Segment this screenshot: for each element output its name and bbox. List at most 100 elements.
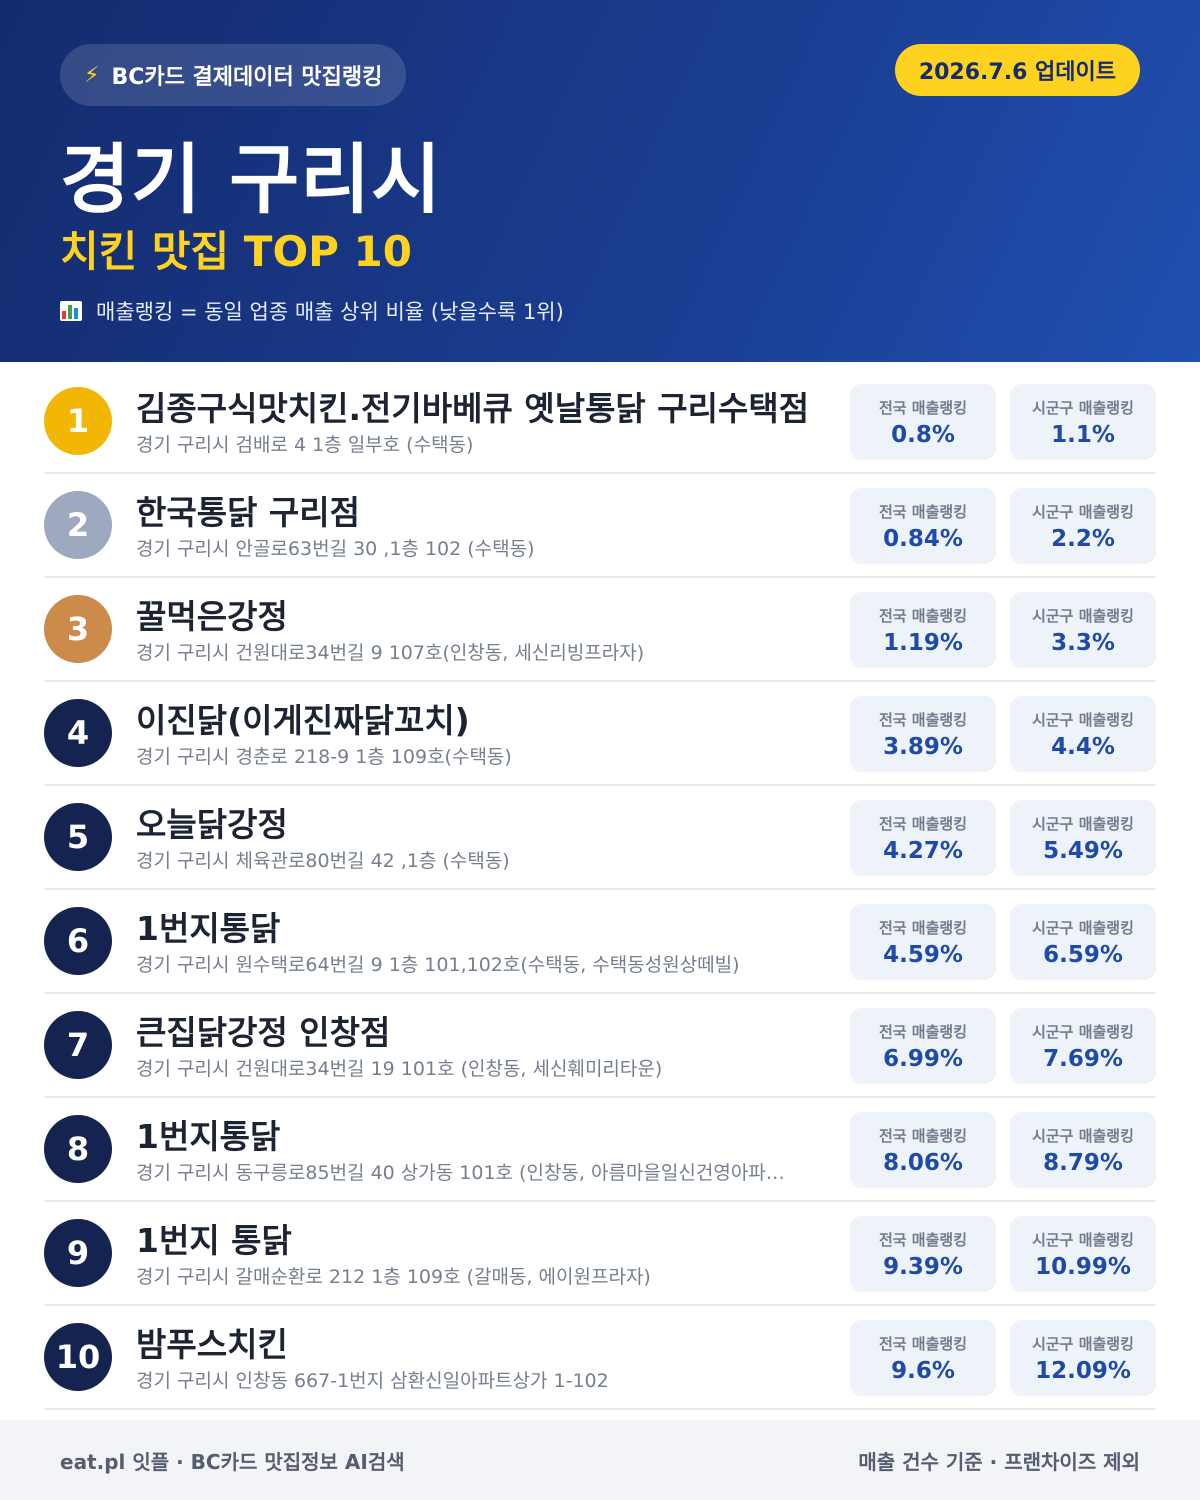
rank-badge: 4 — [44, 699, 112, 767]
regional-ranking-label: 시군구 매출랭킹 — [1032, 397, 1134, 418]
list-item[interactable]: 2 한국통닭 구리점 경기 구리시 안골로63번길 30 ,1층 102 (수택동)… — [44, 474, 1156, 578]
restaurant-address: 경기 구리시 건원대로34번길 9 107호(인창동, 세신리빙프라자) — [136, 638, 826, 665]
list-item[interactable]: 10 밤푸스치킨 경기 구리시 인창동 667-1번지 삼환신일아파트상가 1-10… — [44, 1306, 1156, 1410]
restaurant-name: 1번지 통닭 — [136, 1214, 836, 1262]
list-item[interactable]: 4 이진닭(이게진짜닭꼬치) 경기 구리시 경춘로 218-9 1층 109호(수택… — [44, 682, 1156, 786]
rank-badge: 1 — [44, 387, 112, 455]
update-date-badge: 2026.7.6 업데이트 — [895, 44, 1140, 96]
restaurant-name: 이진닭(이게진짜닭꼬치) — [136, 694, 836, 742]
regional-ranking-value: 2.2% — [1051, 526, 1115, 552]
rank-badge: 6 — [44, 907, 112, 975]
national-ranking-label: 전국 매출랭킹 — [879, 501, 967, 522]
national-ranking-box: 전국 매출랭킹 9.6% — [850, 1320, 996, 1396]
regional-ranking-value: 10.99% — [1035, 1254, 1131, 1280]
national-ranking-box: 전국 매출랭킹 0.84% — [850, 488, 996, 564]
restaurant-address: 경기 구리시 안골로63번길 30 ,1층 102 (수택동) — [136, 534, 826, 561]
national-ranking-value: 1.19% — [883, 630, 963, 656]
regional-ranking-value: 5.49% — [1043, 838, 1123, 864]
national-ranking-value: 9.39% — [883, 1254, 963, 1280]
restaurant-name: 한국통닭 구리점 — [136, 486, 836, 534]
national-ranking-label: 전국 매출랭킹 — [879, 1125, 967, 1146]
national-ranking-value: 0.8% — [891, 422, 955, 448]
national-ranking-value: 4.59% — [883, 942, 963, 968]
national-ranking-label: 전국 매출랭킹 — [879, 709, 967, 730]
restaurant-address: 경기 구리시 인창동 667-1번지 삼환신일아파트상가 1-102 — [136, 1366, 826, 1393]
regional-ranking-label: 시군구 매출랭킹 — [1032, 709, 1134, 730]
rank-badge: 8 — [44, 1115, 112, 1183]
chart-icon — [60, 301, 82, 321]
page-subtitle: 치킨 맛집 TOP 10 — [60, 218, 412, 279]
national-ranking-label: 전국 매출랭킹 — [879, 397, 967, 418]
regional-ranking-value: 6.59% — [1043, 942, 1123, 968]
rank-badge: 3 — [44, 595, 112, 663]
national-ranking-box: 전국 매출랭킹 4.59% — [850, 904, 996, 980]
regional-ranking-label: 시군구 매출랭킹 — [1032, 1021, 1134, 1042]
national-ranking-value: 0.84% — [883, 526, 963, 552]
regional-ranking-value: 12.09% — [1035, 1358, 1131, 1384]
national-ranking-box: 전국 매출랭킹 1.19% — [850, 592, 996, 668]
footer-source: eat.pl 잇플 · BC카드 맛집정보 AI검색 — [60, 1446, 405, 1475]
rank-badge: 10 — [44, 1323, 112, 1391]
list-item[interactable]: 1 김종구식맛치킨.전기바베큐 옛날통닭 구리수택점 경기 구리시 검배로 4 1층… — [44, 370, 1156, 474]
lightning-icon: ⚡ — [84, 63, 99, 88]
national-ranking-box: 전국 매출랭킹 9.39% — [850, 1216, 996, 1292]
restaurant-name: 1번지통닭 — [136, 902, 836, 950]
national-ranking-label: 전국 매출랭킹 — [879, 605, 967, 626]
footer: eat.pl 잇플 · BC카드 맛집정보 AI검색 매출 건수 기준 · 프랜… — [0, 1420, 1200, 1500]
regional-ranking-box: 시군구 매출랭킹 2.2% — [1010, 488, 1156, 564]
ranking-note: 매출랭킹 = 동일 업종 매출 상위 비율 (낮을수록 1위) — [60, 296, 564, 326]
regional-ranking-label: 시군구 매출랭킹 — [1032, 501, 1134, 522]
restaurant-address: 경기 구리시 건원대로34번길 19 101호 (인창동, 세신훼미리타운) — [136, 1054, 826, 1081]
restaurant-name: 오늘닭강정 — [136, 798, 836, 846]
regional-ranking-box: 시군구 매출랭킹 8.79% — [1010, 1112, 1156, 1188]
footer-criteria: 매출 건수 기준 · 프랜차이즈 제외 — [858, 1446, 1140, 1475]
source-badge: ⚡ BC카드 결제데이터 맛집랭킹 — [60, 44, 406, 106]
regional-ranking-box: 시군구 매출랭킹 4.4% — [1010, 696, 1156, 772]
page-title: 경기 구리시 — [60, 118, 442, 228]
list-item[interactable]: 7 큰집닭강정 인창점 경기 구리시 건원대로34번길 19 101호 (인창동, … — [44, 994, 1156, 1098]
restaurant-address: 경기 구리시 원수택로64번길 9 1층 101,102호(수택동, 수택동성원… — [136, 950, 826, 977]
regional-ranking-label: 시군구 매출랭킹 — [1032, 813, 1134, 834]
regional-ranking-box: 시군구 매출랭킹 3.3% — [1010, 592, 1156, 668]
national-ranking-box: 전국 매출랭킹 0.8% — [850, 384, 996, 460]
list-item[interactable]: 3 꿀먹은강정 경기 구리시 건원대로34번길 9 107호(인창동, 세신리빙프라… — [44, 578, 1156, 682]
restaurant-name: 김종구식맛치킨.전기바베큐 옛날통닭 구리수택점 — [136, 382, 836, 430]
restaurant-address: 경기 구리시 동구릉로85번길 40 상가동 101호 (인창동, 아름마을일신… — [136, 1158, 826, 1185]
regional-ranking-value: 7.69% — [1043, 1046, 1123, 1072]
national-ranking-label: 전국 매출랭킹 — [879, 813, 967, 834]
regional-ranking-box: 시군구 매출랭킹 6.59% — [1010, 904, 1156, 980]
restaurant-name: 1번지통닭 — [136, 1110, 836, 1158]
list-item[interactable]: 6 1번지통닭 경기 구리시 원수택로64번길 9 1층 101,102호(수택동,… — [44, 890, 1156, 994]
regional-ranking-box: 시군구 매출랭킹 12.09% — [1010, 1320, 1156, 1396]
regional-ranking-label: 시군구 매출랭킹 — [1032, 917, 1134, 938]
national-ranking-label: 전국 매출랭킹 — [879, 1021, 967, 1042]
national-ranking-value: 9.6% — [891, 1358, 955, 1384]
national-ranking-value: 4.27% — [883, 838, 963, 864]
regional-ranking-label: 시군구 매출랭킹 — [1032, 605, 1134, 626]
regional-ranking-value: 8.79% — [1043, 1150, 1123, 1176]
rank-badge: 9 — [44, 1219, 112, 1287]
restaurant-address: 경기 구리시 체육관로80번길 42 ,1층 (수택동) — [136, 846, 826, 873]
national-ranking-value: 3.89% — [883, 734, 963, 760]
rank-badge: 5 — [44, 803, 112, 871]
restaurant-name: 큰집닭강정 인창점 — [136, 1006, 836, 1054]
list-item[interactable]: 5 오늘닭강정 경기 구리시 체육관로80번길 42 ,1층 (수택동) 전국 매출랭… — [44, 786, 1156, 890]
regional-ranking-value: 1.1% — [1051, 422, 1115, 448]
national-ranking-label: 전국 매출랭킹 — [879, 1229, 967, 1250]
restaurant-address: 경기 구리시 검배로 4 1층 일부호 (수택동) — [136, 430, 826, 457]
regional-ranking-label: 시군구 매출랭킹 — [1032, 1229, 1134, 1250]
regional-ranking-box: 시군구 매출랭킹 7.69% — [1010, 1008, 1156, 1084]
list-item[interactable]: 8 1번지통닭 경기 구리시 동구릉로85번길 40 상가동 101호 (인창동, … — [44, 1098, 1156, 1202]
national-ranking-label: 전국 매출랭킹 — [879, 917, 967, 938]
ranking-note-text: 매출랭킹 = 동일 업종 매출 상위 비율 (낮을수록 1위) — [96, 296, 564, 326]
national-ranking-box: 전국 매출랭킹 8.06% — [850, 1112, 996, 1188]
regional-ranking-label: 시군구 매출랭킹 — [1032, 1125, 1134, 1146]
national-ranking-box: 전국 매출랭킹 4.27% — [850, 800, 996, 876]
regional-ranking-label: 시군구 매출랭킹 — [1032, 1333, 1134, 1354]
list-item[interactable]: 9 1번지 통닭 경기 구리시 갈매순환로 212 1층 109호 (갈매동, 에이… — [44, 1202, 1156, 1306]
regional-ranking-value: 3.3% — [1051, 630, 1115, 656]
national-ranking-label: 전국 매출랭킹 — [879, 1333, 967, 1354]
rank-badge: 7 — [44, 1011, 112, 1079]
header-banner: ⚡ BC카드 결제데이터 맛집랭킹 2026.7.6 업데이트 경기 구리시 치… — [0, 0, 1200, 362]
source-badge-label: BC카드 결제데이터 맛집랭킹 — [111, 59, 382, 91]
